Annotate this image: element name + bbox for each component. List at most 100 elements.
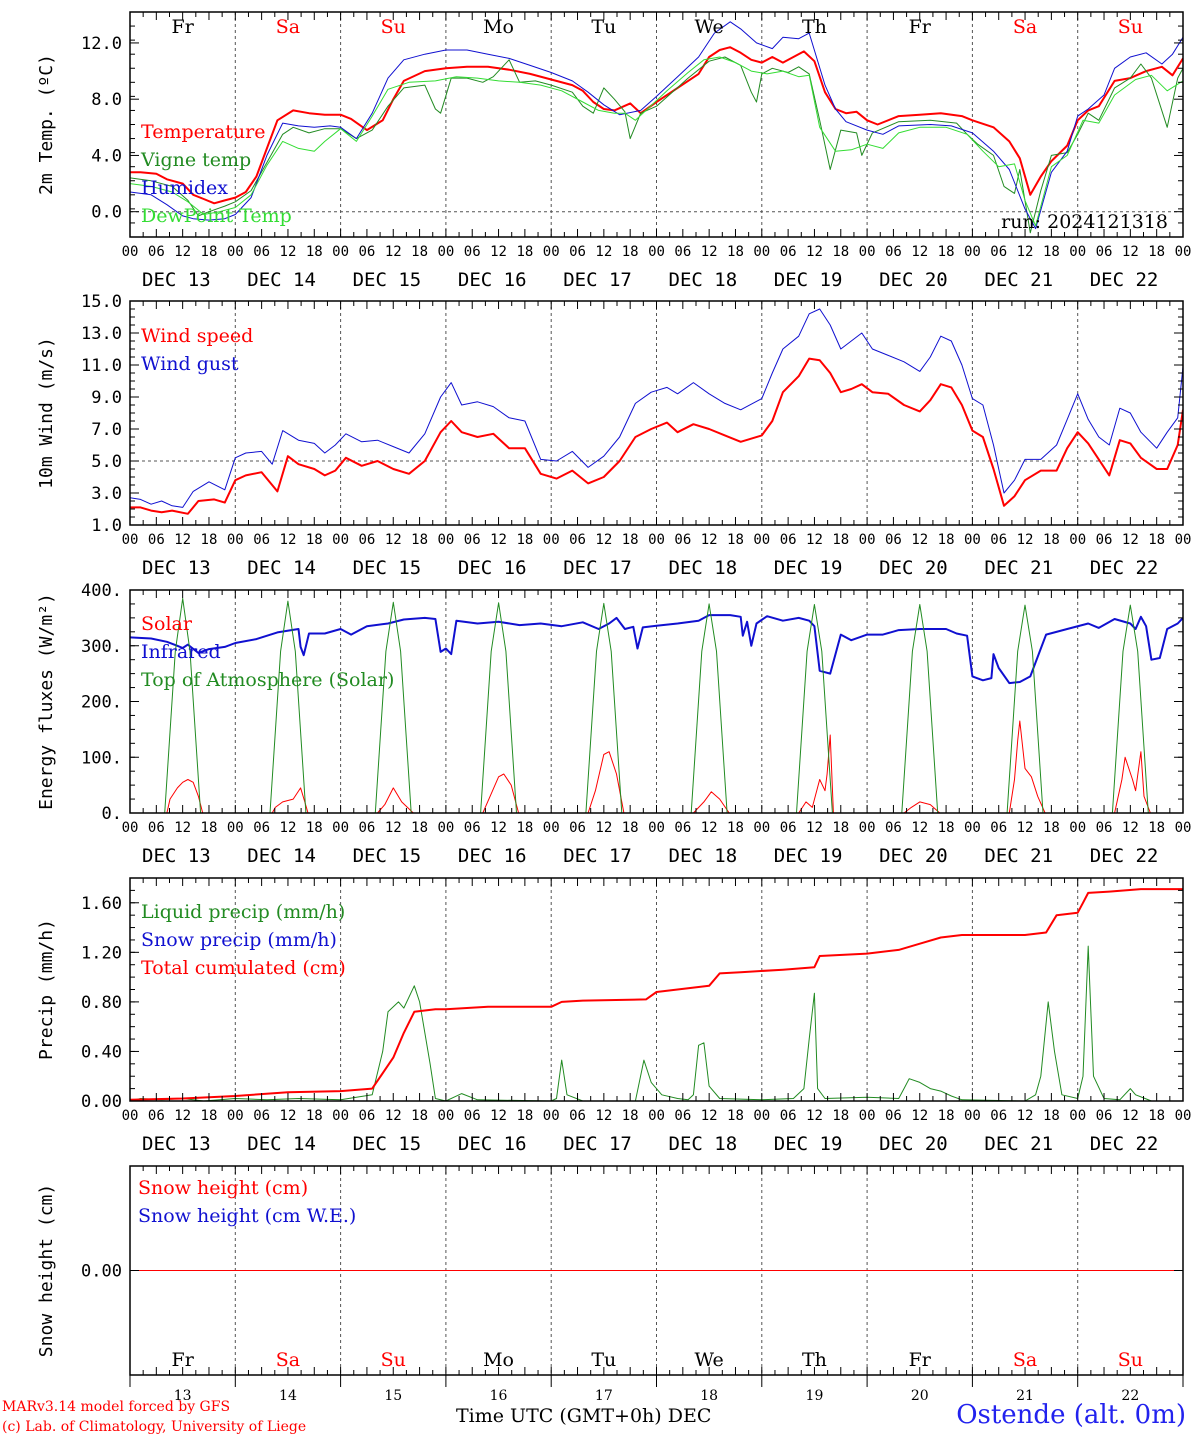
weekday-label: Sa (276, 1349, 300, 1371)
legend-entry: DewPoint Temp (141, 205, 292, 227)
hour-label: 06 (674, 532, 691, 548)
y-axis-title: Snow height (cm) (36, 1184, 57, 1357)
hour-label: 06 (253, 1108, 270, 1124)
day-number-label: 13 (174, 1388, 192, 1404)
panel-1: 0.0 4.0 8.0 12.0 2m Temp. (ºC) Temperature Vig… (36, 11, 1192, 291)
day-number-label: 14 (279, 1388, 297, 1404)
hour-label: 00 (1175, 244, 1192, 260)
hour-label: 00 (227, 820, 244, 836)
hour-label: 12 (911, 1108, 928, 1124)
hour-label: 06 (1096, 244, 1113, 260)
y-tick-label: 200. (81, 693, 122, 713)
hour-label: 00 (753, 244, 770, 260)
hour-label: 18 (938, 820, 955, 836)
x-axis-title: Time UTC (GMT+0h) DEC (456, 1405, 711, 1427)
hour-label: 06 (358, 820, 375, 836)
legend-entry: Solar (141, 613, 193, 635)
legend-entry: Vigne temp (140, 149, 251, 171)
weekday-label: Su (381, 16, 406, 38)
hour-label: 18 (201, 532, 218, 548)
hour-label: 06 (358, 532, 375, 548)
hour-label: 18 (938, 532, 955, 548)
hour-label: 18 (1043, 820, 1060, 836)
hour-label: 18 (306, 244, 323, 260)
date-label: DEC 13 (142, 557, 211, 579)
hour-label: 12 (701, 820, 718, 836)
hour-label: 12 (490, 532, 507, 548)
weekday-label: Th (802, 16, 827, 38)
hour-label: 18 (832, 532, 849, 548)
y-tick-label: 11.0 (81, 356, 122, 376)
hour-label: 06 (780, 820, 797, 836)
hour-label: 00 (964, 532, 981, 548)
legend-entry: Infrared (141, 641, 221, 663)
series-line (130, 614, 1183, 685)
date-label: DEC 13 (142, 845, 211, 867)
hour-label: 18 (411, 532, 428, 548)
hour-label: 06 (780, 244, 797, 260)
weekday-label: We (695, 16, 724, 38)
y-tick-label: 0.40 (81, 1042, 122, 1062)
hour-label: 00 (1069, 1108, 1086, 1124)
hour-label: 18 (411, 244, 428, 260)
hour-label: 00 (437, 532, 454, 548)
date-label: DEC 18 (669, 269, 738, 291)
hour-label: 18 (727, 244, 744, 260)
y-tick-label: 1.60 (81, 894, 122, 914)
day-number-label: 15 (384, 1388, 402, 1404)
weekday-label: Mo (483, 16, 514, 38)
date-label: DEC 18 (669, 557, 738, 579)
hour-label: 00 (753, 820, 770, 836)
y-tick-label: 0.00 (81, 1092, 122, 1112)
hour-label: 00 (227, 1108, 244, 1124)
day-number-label: 19 (806, 1388, 824, 1404)
hour-label: 00 (753, 532, 770, 548)
y-axis-title: 10m Wind (m/s) (36, 337, 57, 489)
station-name: Ostende (alt. 0m) (956, 1400, 1186, 1430)
panel-frame (129, 589, 1184, 814)
y-tick-label: 100. (81, 748, 122, 768)
hour-label: 18 (516, 532, 533, 548)
hour-label: 18 (622, 244, 639, 260)
hour-label: 00 (753, 1108, 770, 1124)
hour-label: 00 (122, 820, 139, 836)
legend-entry: Top of Atmosphere (Solar) (141, 669, 394, 691)
weekday-label: Th (802, 1349, 827, 1371)
hour-label: 06 (780, 532, 797, 548)
credit-lab: (c) Lab. of Climatology, University of L… (2, 1419, 307, 1435)
hour-label: 00 (1069, 244, 1086, 260)
x-axis-month: DEC (667, 1405, 712, 1427)
date-label: DEC 20 (879, 845, 948, 867)
hour-label: 06 (990, 244, 1007, 260)
y-tick-label: 15.0 (81, 292, 122, 312)
y-tick-label: 13.0 (81, 324, 122, 344)
hour-label: 06 (674, 820, 691, 836)
hour-label: 12 (911, 532, 928, 548)
hour-label: 06 (780, 1108, 797, 1124)
hour-label: 18 (938, 1108, 955, 1124)
hour-label: 06 (253, 532, 270, 548)
weekday-label: Su (1118, 1349, 1143, 1371)
hour-label: 12 (280, 532, 297, 548)
date-label: DEC 22 (1090, 557, 1159, 579)
hour-label: 00 (964, 244, 981, 260)
series-line (130, 21, 1183, 230)
date-label: DEC 19 (774, 1133, 843, 1155)
hour-label: 00 (964, 1108, 981, 1124)
hour-label: 12 (280, 820, 297, 836)
y-axis-title: Precip (mm/h) (36, 919, 57, 1060)
hour-label: 06 (253, 820, 270, 836)
hour-label: 18 (622, 532, 639, 548)
date-label: DEC 15 (353, 557, 422, 579)
hour-label: 06 (1096, 532, 1113, 548)
weekday-label: Tu (591, 1349, 616, 1371)
credit-model: MARv3.14 model forced by GFS (2, 1399, 231, 1415)
hour-label: 12 (1017, 820, 1034, 836)
date-label: DEC 16 (458, 1133, 527, 1155)
legend-entry: Humidex (141, 177, 228, 199)
hour-label: 12 (911, 244, 928, 260)
series-line (130, 720, 1183, 813)
hour-label: 06 (885, 820, 902, 836)
hour-label: 06 (674, 244, 691, 260)
hour-label: 00 (122, 532, 139, 548)
